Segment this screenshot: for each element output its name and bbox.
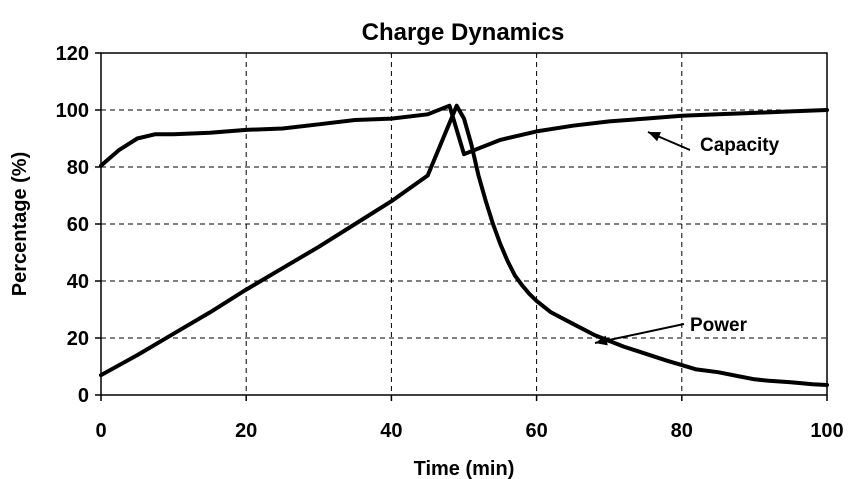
y-tick-label: 80 [67,157,89,179]
x-tick-label: 60 [525,420,547,442]
y-tick-label: 0 [78,385,89,407]
x-tick-label: 0 [95,420,106,442]
x-tick-label: 20 [235,420,257,442]
y-axis-title: Percentage (%) [9,152,31,297]
arrowhead-icon [595,335,608,346]
x-axis-title: Time (min) [414,458,515,479]
annotations: Capacity Power [594,131,780,346]
annotation-label-power: Power [690,315,748,336]
y-tick-label: 60 [67,214,89,236]
y-tick-label: 120 [56,43,89,65]
x-tick-label: 80 [671,420,693,442]
series-line-capacity [99,103,829,168]
chart-title: Charge Dynamics [362,19,565,46]
annotation-label-capacity: Capacity [700,135,780,156]
axis-ticks: 0 20 40 60 80 100 120 0 20 40 60 80 100 [56,43,844,442]
series-lines [99,103,829,387]
gridlines [101,53,827,395]
x-tick-label: 40 [380,420,402,442]
series-line-power [99,103,829,387]
y-tick-label: 20 [67,328,89,350]
y-tick-label: 40 [67,271,89,293]
x-tick-label: 100 [810,420,843,442]
annotation-arrow [594,323,685,344]
arrowhead-icon [648,132,661,142]
y-tick-label: 100 [56,100,89,122]
